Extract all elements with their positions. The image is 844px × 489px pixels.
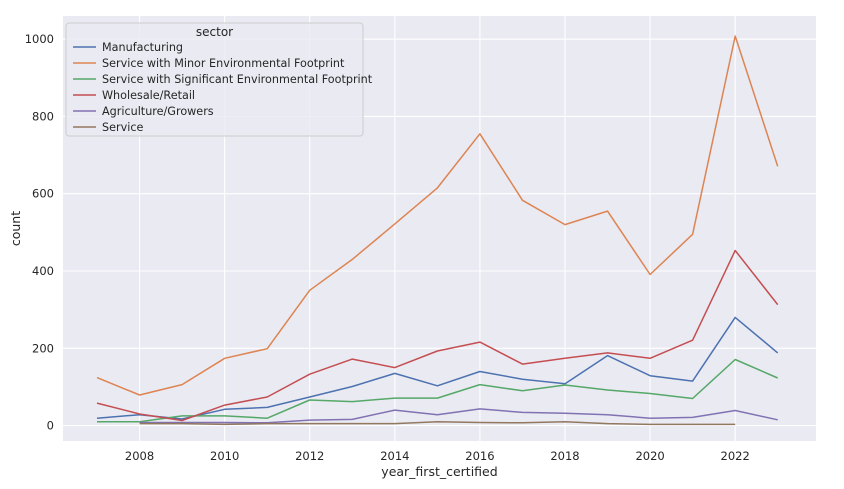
legend-items: Manufacturing Service with Minor Environm… bbox=[73, 41, 373, 134]
legend-entry: Manufacturing bbox=[102, 41, 183, 54]
y-tick-label: 0 bbox=[47, 419, 54, 433]
y-axis-label: count bbox=[8, 211, 23, 246]
series-line bbox=[97, 358, 778, 423]
legend-entry: Wholesale/Retail bbox=[102, 89, 195, 102]
x-tick-label: 2022 bbox=[721, 449, 750, 463]
series-line bbox=[96, 249, 779, 422]
x-tick-label: 2010 bbox=[210, 449, 239, 463]
x-tick-label: 2016 bbox=[465, 449, 494, 463]
y-tick-label: 800 bbox=[32, 109, 54, 123]
x-tick-label: 2014 bbox=[380, 449, 409, 463]
x-tick-label: 2012 bbox=[295, 449, 324, 463]
y-tick-label: 1000 bbox=[25, 32, 54, 46]
legend-title: sector bbox=[196, 25, 233, 39]
x-axis-label: year_first_certified bbox=[381, 464, 497, 479]
y-tick-label: 400 bbox=[32, 264, 54, 278]
axis-ticks: 2008 2010 2012 2014 2016 2018 2020 2022 0 200 400 6… bbox=[25, 32, 750, 463]
legend-entry: Service bbox=[102, 121, 143, 134]
series-line bbox=[139, 408, 778, 424]
y-tick-label: 200 bbox=[32, 341, 54, 355]
x-tick-label: 2018 bbox=[550, 449, 579, 463]
series-line bbox=[96, 316, 779, 420]
legend-entry: Service with Significant Environmental F… bbox=[102, 73, 373, 86]
legend-box bbox=[65, 22, 364, 137]
legend-entry: Agriculture/Growers bbox=[102, 105, 214, 118]
series-lines bbox=[96, 35, 779, 426]
series-line bbox=[96, 35, 779, 396]
x-tick-label: 2020 bbox=[635, 449, 664, 463]
x-tick-label: 2008 bbox=[125, 449, 154, 463]
legend-entry: Service with Minor Environmental Footpri… bbox=[102, 57, 345, 70]
y-tick-label: 600 bbox=[32, 187, 54, 201]
series-line bbox=[139, 420, 736, 426]
legend: sector Manufacturing Service with Minor E… bbox=[65, 22, 373, 137]
